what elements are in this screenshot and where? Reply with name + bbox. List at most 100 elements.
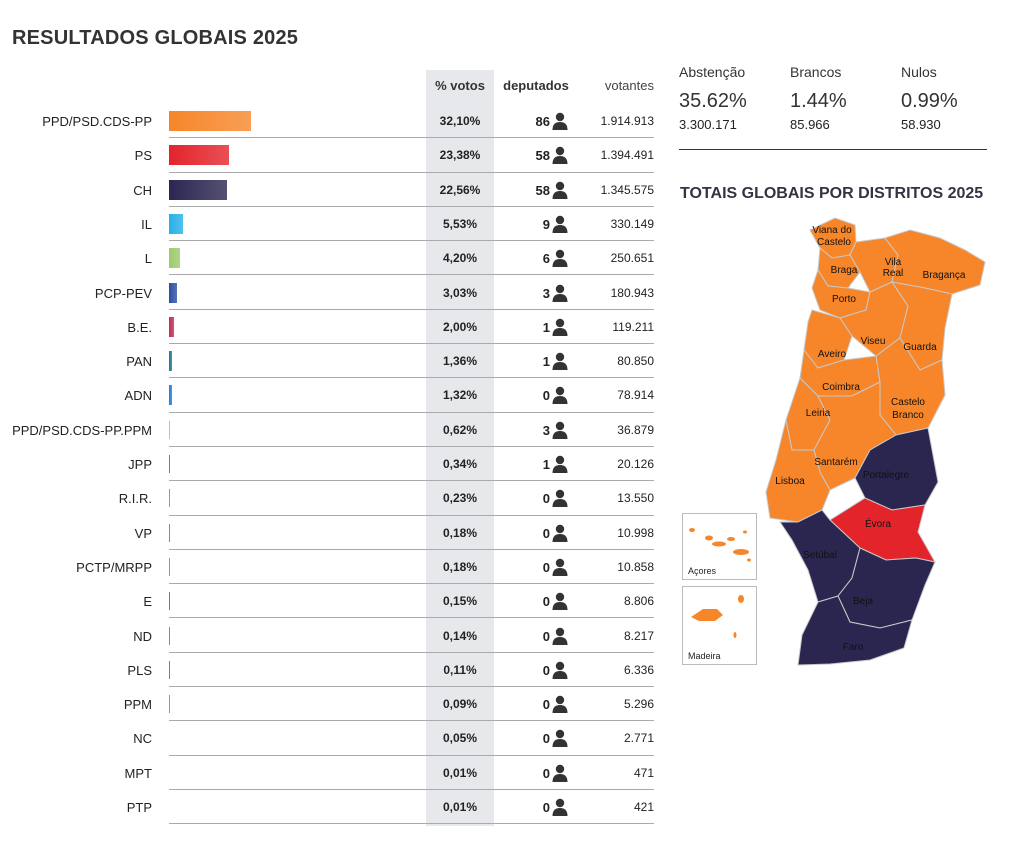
label-viseu: Viseu [861, 336, 886, 347]
party-name: IL [141, 216, 152, 232]
person-icon [552, 798, 568, 816]
table-row[interactable]: PTP 0,01% 0 421 [0, 790, 660, 825]
person-icon [552, 489, 568, 508]
vote-bar [169, 111, 252, 131]
party-name: PLS [127, 662, 152, 678]
person-icon [552, 386, 568, 405]
table-row[interactable]: E 0,15% 0 8.806 [0, 584, 660, 619]
row-divider [169, 583, 654, 585]
vote-bar [169, 179, 227, 200]
person-icon [552, 524, 568, 542]
pct-value: 0,18% [442, 525, 478, 540]
results-table: PPD/PSD.CDS-PP 32,10% 86 1.914.913 PS 23,38% 5… [0, 70, 660, 830]
table-row[interactable]: JPP 0,34% 1 20.126 [0, 447, 660, 482]
votantes-value: 20.126 [617, 457, 654, 471]
table-row[interactable]: PPD/PSD.CDS-PP 32,10% 86 1.914.913 [0, 104, 660, 139]
table-row[interactable]: NC 0,05% 0 2.771 [0, 721, 660, 756]
row-divider [169, 823, 654, 825]
stat-abstencao-pct: 35.62% [679, 90, 747, 112]
pct-value: 0,18% [442, 559, 478, 574]
table-row[interactable]: VP 0,18% 0 10.998 [0, 516, 660, 550]
party-name: VP [134, 525, 152, 541]
votantes-value: 1.345.575 [600, 182, 654, 197]
pct-value: 0,01% [442, 765, 478, 780]
vote-bar [169, 557, 170, 576]
inset-madeira[interactable]: Madeira [682, 586, 757, 665]
party-name: PTP [126, 800, 152, 815]
inset-madeira-label: Madeira [688, 651, 721, 661]
table-row[interactable]: PS 23,38% 58 1.394.491 [0, 138, 660, 173]
deputados-value: 58 [535, 182, 550, 198]
table-row[interactable]: PLS 0,11% 0 6.336 [0, 653, 660, 688]
row-divider [169, 651, 654, 653]
person-icon [552, 318, 568, 336]
table-row[interactable]: ADN 1,32% 0 78.914 [0, 378, 660, 413]
pct-value: 5,53% [442, 216, 478, 231]
acores-islands [689, 528, 751, 562]
vote-bar [169, 455, 170, 473]
row-divider [169, 548, 654, 550]
table-row[interactable]: R.I.R. 0,23% 0 13.550 [0, 481, 660, 516]
row-divider [169, 377, 654, 379]
table-row[interactable]: B.E. 2,00% 1 119.211 [0, 310, 660, 345]
row-divider [169, 754, 654, 756]
table-row[interactable]: L 4,20% 6 250.651 [0, 241, 660, 276]
district-braganca[interactable] [884, 229, 986, 295]
table-row[interactable]: IL 5,53% 9 330.149 [0, 207, 660, 242]
label-setubal: Setúbal [803, 550, 837, 561]
deputados-value: 3 [542, 422, 550, 438]
table-row[interactable]: PCP-PEV 3,03% 3 180.943 [0, 276, 660, 310]
party-name: L [144, 251, 152, 267]
row-divider [169, 171, 654, 173]
party-name: PPD/PSD.CDS-PP.PPM [12, 422, 152, 438]
vote-bar [169, 213, 184, 234]
votantes-value: 330.149 [610, 216, 654, 231]
vote-bar [169, 523, 170, 542]
label-portalegre: Portalegre [863, 470, 910, 481]
inset-acores-label: Açores [688, 566, 717, 576]
table-row[interactable]: MPT 0,01% 0 471 [0, 756, 660, 790]
votantes-value: 78.914 [617, 388, 654, 403]
table-row[interactable]: PCTP/MRPP 0,18% 0 10.858 [0, 550, 660, 585]
label-leiria: Leiria [806, 408, 831, 419]
votantes-value: 6.336 [623, 662, 654, 677]
party-name: PPD/PSD.CDS-PP [42, 114, 152, 129]
table-row[interactable]: PPD/PSD.CDS-PP.PPM 0,62% 3 36.879 [0, 413, 660, 447]
row-divider [169, 308, 654, 310]
label-aveiro: Aveiro [818, 349, 847, 360]
table-row[interactable]: PAN 1,36% 1 80.850 [0, 344, 660, 379]
pct-value: 1,32% [442, 388, 478, 403]
vote-bar [169, 626, 170, 645]
deputados-value: 58 [535, 148, 550, 164]
pct-value: 0,11% [443, 662, 477, 677]
district-faro[interactable] [797, 595, 913, 666]
stat-brancos-count: 85.966 [790, 117, 830, 132]
label-braganca: Bragança [923, 270, 966, 281]
votantes-value: 8.806 [623, 594, 654, 609]
label-beja: Beja [853, 596, 873, 607]
deputados-value: 0 [542, 765, 550, 781]
votantes-value: 5.296 [623, 697, 654, 712]
pct-value: 0,09% [442, 697, 478, 712]
row-divider [169, 480, 654, 482]
votantes-value: 8.217 [623, 628, 654, 643]
inset-acores[interactable]: Açores [682, 513, 757, 580]
party-name: PPM [123, 697, 152, 713]
row-divider [169, 205, 654, 207]
deputados-value: 1 [542, 354, 550, 370]
stat-nulos: Nulos 0.99% 58.930 [901, 64, 958, 132]
party-name: JPP [128, 457, 152, 472]
pct-value: 3,03% [442, 285, 478, 300]
person-icon [552, 627, 568, 645]
pct-value: 32,10% [439, 114, 481, 128]
deputados-value: 86 [535, 114, 550, 129]
row-divider [169, 686, 654, 688]
party-name: PCP-PEV [94, 285, 152, 301]
table-row[interactable]: PPM 0,09% 0 5.296 [0, 687, 660, 722]
table-row[interactable]: ND 0,14% 0 8.217 [0, 619, 660, 653]
stat-abstencao-label: Abstenção [679, 64, 746, 80]
votantes-value: 471 [633, 765, 654, 780]
table-row[interactable]: CH 22,56% 58 1.345.575 [0, 173, 660, 207]
vote-bar [169, 660, 170, 679]
row-divider [169, 343, 654, 345]
